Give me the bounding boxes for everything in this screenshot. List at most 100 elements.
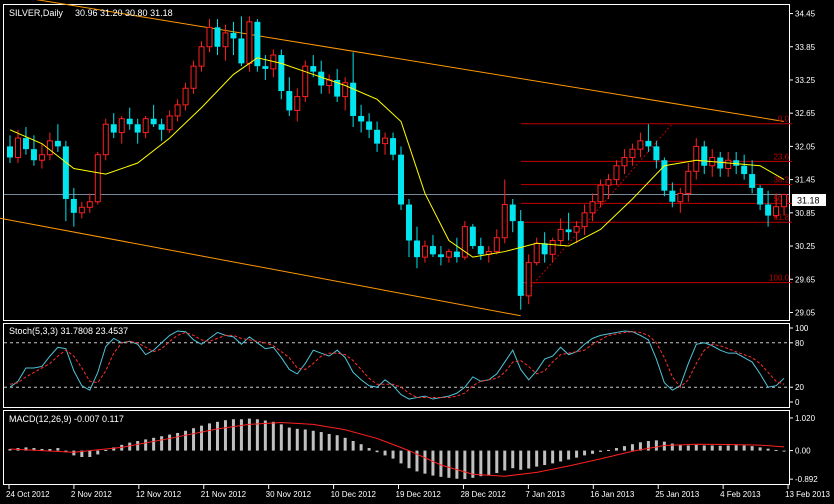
stochastic-panel[interactable] xyxy=(3,323,790,408)
candle-body xyxy=(765,204,772,216)
candle-body xyxy=(126,118,133,125)
candle-body xyxy=(294,96,301,111)
candle-body xyxy=(46,140,53,156)
candle-body xyxy=(477,246,484,255)
macd-histogram-bar xyxy=(694,444,698,451)
candle-body xyxy=(110,124,117,133)
candle-body xyxy=(118,118,125,134)
macd-title: MACD(12,26,9) -0.007 0.117 xyxy=(9,414,124,424)
candle-body xyxy=(182,87,189,106)
stochastic-axis-label: 100 xyxy=(795,324,809,333)
candle-body xyxy=(134,124,141,133)
candle-body xyxy=(469,226,476,247)
candle-body xyxy=(102,123,109,156)
macd-signal-line xyxy=(9,421,785,477)
candle-body xyxy=(7,146,13,158)
candle-body xyxy=(637,140,644,150)
axis-layer: 34.45 33.85 33.25 32.65 32.05 31.45 30.85 30.25… xyxy=(6,10,831,499)
candle-body xyxy=(190,65,197,89)
price-axis-label: 29.05 xyxy=(795,308,816,317)
candle-body xyxy=(645,140,652,147)
candle-body xyxy=(374,129,381,144)
price-axis-label: 33.25 xyxy=(795,76,816,85)
macd-axis-label: 0.00 xyxy=(795,447,811,456)
macd-histogram-bar xyxy=(136,441,140,451)
macd-histogram-bar xyxy=(710,445,714,451)
candle-body xyxy=(78,206,85,214)
macd-histogram-bar xyxy=(535,450,539,467)
candle-body xyxy=(238,38,245,64)
current-price-label: 31.18 xyxy=(797,196,820,206)
stochastic-main-line xyxy=(9,330,785,400)
macd-histogram-bar xyxy=(208,423,211,451)
candle-body xyxy=(629,148,636,158)
candle-body xyxy=(565,229,572,233)
stochastic-title: Stoch(5,3,3) 31.7808 23.4537 xyxy=(9,326,128,336)
macd-histogram-bar xyxy=(215,421,219,451)
macd-histogram-bar xyxy=(607,449,610,451)
candle-body xyxy=(613,165,620,181)
macd-histogram-bar xyxy=(112,447,116,451)
candle-body xyxy=(174,104,181,117)
candle-body xyxy=(509,204,516,222)
macd-histogram-bar xyxy=(447,450,451,478)
candle-body xyxy=(382,137,389,145)
macd-histogram-bar xyxy=(319,432,323,451)
macd-axis-label: 1.020 xyxy=(795,414,816,423)
macd-histogram-bar xyxy=(503,450,507,471)
fibo-level-label: 100.0 xyxy=(769,274,790,283)
date-axis-label: 24 Oct 2012 xyxy=(6,490,50,499)
candle-body xyxy=(781,194,788,208)
macd-histogram-bar xyxy=(678,444,682,451)
macd-histogram-bar xyxy=(742,445,746,451)
price-axis-label: 29.65 xyxy=(795,275,816,284)
candle-body xyxy=(773,206,780,217)
candle-body xyxy=(669,190,676,202)
macd-histogram-bar xyxy=(654,440,658,451)
macd-histogram-bar xyxy=(311,430,315,451)
candle-body xyxy=(206,26,213,48)
macd-histogram-bar xyxy=(423,450,427,474)
macd-histogram-bar xyxy=(343,437,347,451)
macd-histogram-bar xyxy=(431,450,435,476)
date-axis-label: 30 Nov 2012 xyxy=(266,490,312,499)
date-axis-label: 4 Feb 2013 xyxy=(720,490,761,499)
macd-panel[interactable] xyxy=(3,410,790,485)
macd-histogram-bar xyxy=(750,446,754,451)
moving-average-line xyxy=(9,57,785,258)
candle-body xyxy=(421,245,428,258)
macd-axis-label: -0.892 xyxy=(795,475,818,484)
macd-histogram-bar xyxy=(48,449,52,451)
candle-body xyxy=(142,118,149,134)
macd-histogram-bar xyxy=(88,450,92,457)
date-axis-label: 21 Nov 2012 xyxy=(201,490,247,499)
macd-histogram-bar xyxy=(144,439,148,451)
price-axis-label: 30.85 xyxy=(795,209,816,218)
fibo-level-label: 61.8 xyxy=(773,213,789,222)
candle-body xyxy=(166,115,173,131)
candle-body xyxy=(222,32,229,48)
macd-histogram-bar xyxy=(782,450,786,452)
candle-body xyxy=(541,243,548,255)
candle-body xyxy=(717,157,724,169)
macd-histogram-bar xyxy=(24,447,28,451)
channel-lower-line xyxy=(0,217,521,317)
macd-histogram-bar xyxy=(734,445,738,451)
main-chart-panel[interactable] xyxy=(3,4,790,321)
date-axis-label: 16 Jan 2013 xyxy=(590,490,635,499)
macd-histogram-bar xyxy=(686,445,690,451)
stochastic-axis-label: 20 xyxy=(795,383,804,392)
date-axis-label: 28 Dec 2012 xyxy=(460,490,506,499)
macd-histogram-bar xyxy=(96,450,100,455)
candle-body xyxy=(685,170,692,194)
macd-histogram-bar xyxy=(271,421,275,451)
macd-histogram-bar xyxy=(630,444,634,451)
macd-histogram-bar xyxy=(287,427,291,451)
candle-body xyxy=(725,159,732,170)
candle-body xyxy=(366,121,373,130)
macd-histogram-bar xyxy=(247,418,251,451)
macd-histogram-bar xyxy=(559,450,563,462)
date-axis-label: 19 Dec 2012 xyxy=(396,490,442,499)
macd-histogram-bar xyxy=(591,450,595,454)
